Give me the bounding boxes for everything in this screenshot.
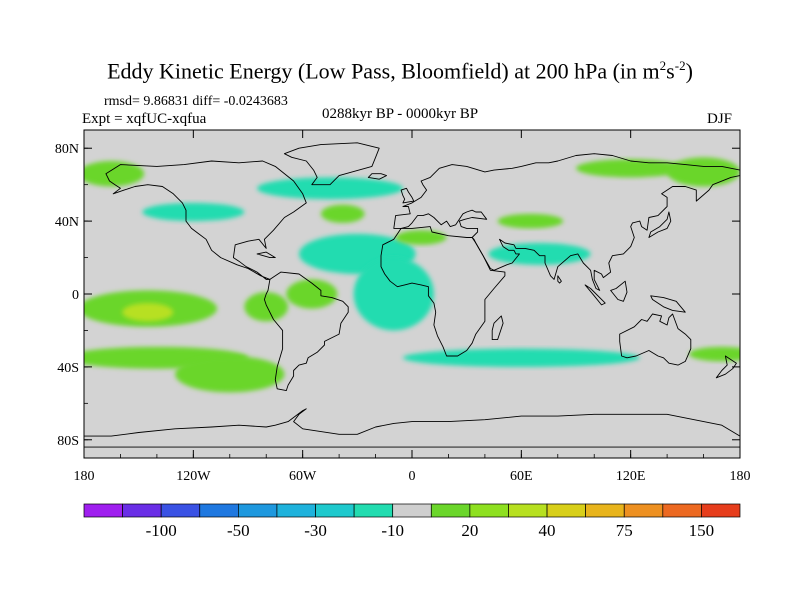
colorbar-swatch [315, 503, 355, 518]
colorbar-swatch [546, 503, 586, 518]
season-label: DJF [707, 111, 733, 127]
anomaly-north-america-teal [142, 202, 245, 222]
anomaly-layer [84, 157, 740, 393]
lon-tick-label: 60E [510, 469, 533, 484]
anomaly-south-indian-green [688, 346, 740, 362]
lat-tick-label: 0 [72, 288, 79, 303]
anomaly-east-pacific-yellow [122, 303, 174, 322]
colorbar-label: 150 [689, 521, 715, 540]
lat-tick-label: 40N [55, 215, 79, 230]
colorbar-swatch [701, 503, 741, 518]
chart-title: Eddy Kinetic Energy (Low Pass, Bloomfiel… [0, 58, 800, 84]
coastline-layer [84, 142, 740, 448]
coast-greenland [283, 142, 380, 186]
anomaly-europe-teal [257, 177, 403, 200]
lon-tick-label: 60W [289, 469, 317, 484]
coast-iceland [367, 173, 387, 180]
colorbar-swatch [430, 503, 471, 518]
colorbar-swatch [392, 503, 432, 518]
lon-tick-label: 120W [176, 469, 211, 484]
colorbar-swatch [662, 503, 702, 518]
coast-eurasia [393, 153, 740, 291]
coast-great-britain [400, 187, 415, 204]
anomaly-subtropic-atlantic-teal [353, 257, 434, 331]
colorbar-swatch [160, 503, 201, 518]
anomaly-southern-ocean-green [175, 355, 285, 393]
anomaly-north-africa-green [395, 230, 447, 245]
title-end: ) [685, 58, 693, 84]
colorbar-label: -50 [227, 521, 250, 540]
coast-borneo [610, 280, 628, 302]
anomaly-south-atlantic-teal [402, 348, 640, 367]
map-axes: 80N 40N 0 40S 80S 180 120W 60W 0 60E 120E 180 [55, 130, 751, 484]
coast-sumatra [584, 284, 606, 306]
colorbar-label: -10 [381, 521, 404, 540]
colorbar-label: 20 [461, 521, 478, 540]
lon-tick-label: 180 [74, 469, 95, 484]
coast-australia [619, 313, 692, 366]
coast-north-america [105, 160, 307, 280]
period-label: 0288kyr BP - 0000kyr BP [322, 106, 479, 122]
colorbar-label: -100 [146, 521, 177, 540]
lon-tick-label: 180 [730, 469, 751, 484]
anomaly-atlantic-green [320, 204, 365, 223]
anomaly-amazon-green [244, 292, 289, 322]
anomaly-south-america-green [286, 279, 338, 309]
title-sup-1: 2 [659, 58, 667, 73]
coast-new-guinea [650, 295, 686, 313]
coast-new-zealand [715, 355, 737, 379]
coast-sri-lanka [557, 275, 562, 284]
colorbar-swatch [199, 503, 239, 518]
colorbar: -100 -50 -30 -10 20 40 75 150 [83, 503, 741, 540]
title-main: Eddy Kinetic Energy (Low Pass, Bloomfiel… [107, 58, 660, 84]
colorbar-swatch [238, 503, 278, 518]
lon-tick-label: 120E [616, 469, 646, 484]
anomaly-north-atlantic-north-green [576, 159, 686, 178]
title-mid: s [666, 58, 675, 84]
coast-japan [648, 211, 672, 238]
anomaly-north-pacific-green [84, 160, 145, 187]
colorbar-swatch [276, 503, 316, 518]
colorbar-label: 40 [539, 521, 556, 540]
colorbar-label: 75 [616, 521, 633, 540]
coast-antarctica [84, 408, 740, 448]
experiment-label: Expt = xqfUC-xqfua [82, 111, 207, 127]
anomaly-siberia-green [667, 157, 740, 187]
lon-tick-label: 0 [409, 469, 416, 484]
lat-tick-label: 80N [55, 142, 79, 157]
lat-tick-label: 80S [57, 434, 79, 449]
anomaly-mideast-teal [488, 242, 591, 265]
colorbar-swatch [585, 503, 625, 518]
colorbar-swatch [122, 503, 162, 518]
anomaly-china-green [497, 213, 564, 229]
lat-tick-label: 40S [57, 361, 79, 376]
colorbar-label: -30 [304, 521, 327, 540]
coast-cuba [256, 251, 276, 259]
title-sup-2: -2 [674, 58, 686, 73]
coast-south-america [263, 271, 349, 392]
colorbar-swatch [623, 503, 664, 518]
colorbar-swatch [83, 503, 123, 518]
stats-label: rmsd= 9.86831 diff= -0.0243683 [104, 94, 288, 109]
coast-africa [380, 226, 506, 357]
colorbar-swatch [508, 503, 548, 518]
coast-madagascar [491, 315, 504, 341]
colorbar-swatch [469, 503, 509, 518]
colorbar-swatch [353, 503, 394, 518]
